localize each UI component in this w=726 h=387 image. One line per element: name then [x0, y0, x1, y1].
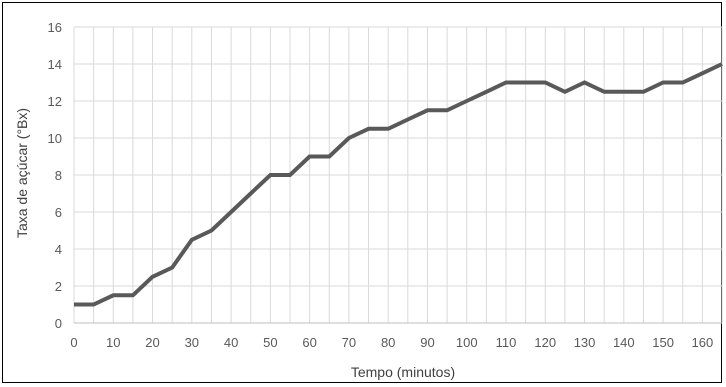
- x-tick-label: 130: [574, 335, 596, 350]
- y-tick-label: 8: [55, 168, 62, 183]
- series-line: [74, 62, 723, 307]
- x-tick-label: 20: [145, 335, 159, 350]
- x-tick-label: 40: [224, 335, 238, 350]
- x-tick-label: 10: [106, 335, 120, 350]
- x-tick-label: 60: [302, 335, 316, 350]
- line-chart: 0 2 4 6 8 10 12 14 16 0 10 20 30 40 50 60 70 80 90 100 110 1…: [14, 20, 723, 380]
- y-tick-label: 2: [55, 279, 62, 294]
- y-tick-label: 0: [55, 316, 62, 331]
- y-tick-label: 4: [55, 242, 62, 257]
- y-tick-label: 6: [55, 205, 62, 220]
- y-axis-ticks: 0 2 4 6 8 10 12 14 16: [48, 20, 62, 331]
- x-axis-ticks: 0 10 20 30 40 50 60 70 80 90 100 110 120 130 140 150 160: [70, 335, 713, 350]
- x-tick-label: 100: [456, 335, 478, 350]
- x-tick-label: 70: [342, 335, 356, 350]
- y-tick-label: 14: [48, 57, 62, 72]
- x-axis-label: Tempo (minutos): [351, 364, 455, 380]
- chart-frame: 0 2 4 6 8 10 12 14 16 0 10 20 30 40 50 60 70 80 90 100 110 1…: [2, 2, 723, 383]
- grid-lines: [73, 26, 723, 324]
- x-tick-label: 30: [185, 335, 199, 350]
- x-tick-label: 120: [534, 335, 556, 350]
- x-tick-label: 110: [496, 335, 517, 350]
- x-tick-label: 160: [692, 335, 714, 350]
- x-tick-label: 50: [263, 335, 277, 350]
- x-tick-label: 140: [613, 335, 635, 350]
- y-axis-label: Taxa de açúcar (°Bx): [14, 108, 30, 238]
- y-tick-label: 16: [48, 20, 62, 35]
- series-layer: [74, 62, 723, 307]
- x-tick-label: 150: [652, 335, 674, 350]
- x-tick-label: 0: [70, 335, 77, 350]
- x-tick-label: 80: [381, 335, 395, 350]
- x-tick-label: 90: [420, 335, 434, 350]
- y-tick-label: 12: [48, 94, 62, 109]
- y-tick-label: 10: [48, 131, 62, 146]
